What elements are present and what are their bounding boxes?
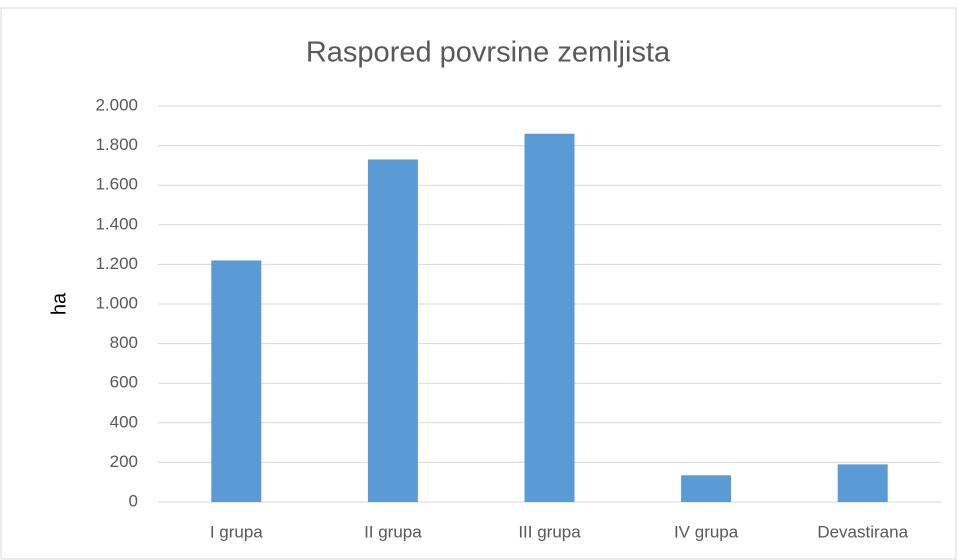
- bar: [211, 260, 262, 502]
- y-tick-label: 1.200: [95, 254, 138, 273]
- x-tick-label: II grupa: [364, 522, 422, 541]
- y-tick-label: 1.800: [95, 135, 138, 154]
- y-tick-label: 200: [110, 452, 138, 471]
- y-axis-label: ha: [48, 292, 70, 315]
- x-tick-label: III grupa: [518, 522, 581, 541]
- chart-title: Raspored povrsine zemljista: [306, 37, 671, 69]
- bar: [524, 133, 575, 502]
- y-tick-label: 2.000: [95, 95, 138, 114]
- y-tick-label: 0: [129, 491, 138, 510]
- y-tick-label: 400: [110, 412, 138, 431]
- x-tick-label: Devastirana: [817, 522, 908, 541]
- chart-border: [0, 7, 957, 560]
- x-tick-label: IV grupa: [674, 522, 739, 541]
- y-tick-label: 600: [110, 373, 138, 392]
- bar: [681, 475, 732, 502]
- y-tick-label: 800: [110, 333, 138, 352]
- y-tick-label: 1.000: [95, 293, 138, 312]
- y-tick-label: 1.400: [95, 214, 138, 233]
- bar: [837, 464, 888, 502]
- x-tick-label: I grupa: [210, 522, 263, 541]
- bar: [367, 159, 418, 502]
- y-tick-label: 1.600: [95, 175, 138, 194]
